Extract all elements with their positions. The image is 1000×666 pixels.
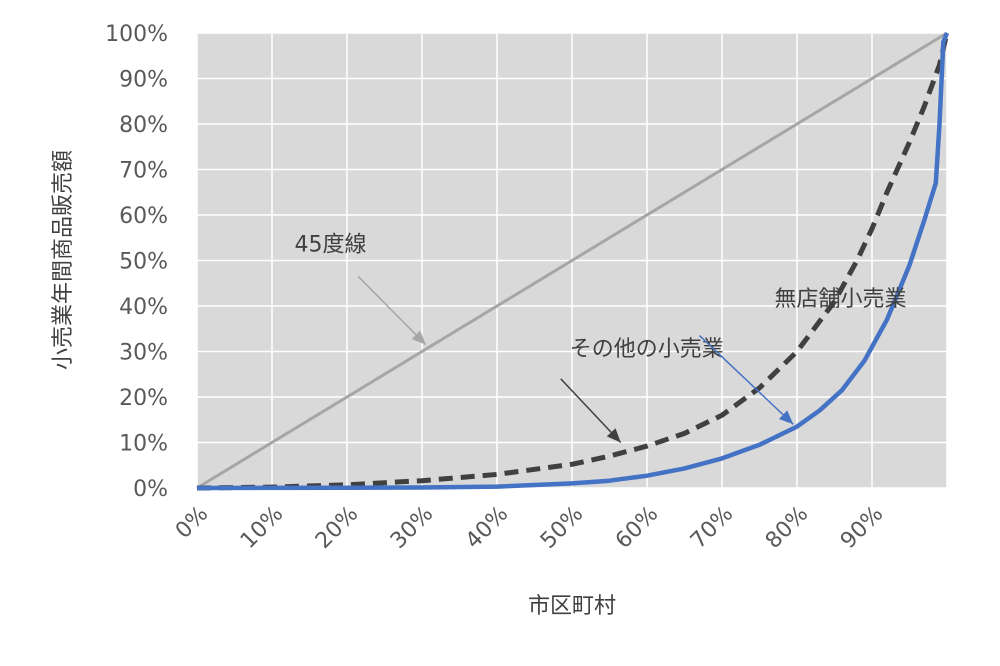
x-tick-label: 0%	[171, 502, 213, 544]
annotation-arrow-other	[560, 378, 622, 444]
y-tick-label: 70%	[119, 159, 168, 184]
grid	[196, 32, 948, 489]
y-tick-label: 60%	[119, 204, 168, 229]
annotation-label-nonstore: 無店舗小売業	[775, 287, 907, 312]
annotation-arrowhead-nonstore	[778, 410, 794, 425]
annotation-arrow-line45	[357, 275, 427, 346]
x-tick-label: 50%	[536, 502, 588, 554]
x-tick-label: 40%	[461, 502, 513, 554]
series-line-line45	[196, 31, 948, 490]
y-tick-label: 20%	[119, 386, 168, 411]
y-tick-label: 50%	[119, 250, 168, 275]
x-tick-label: 90%	[836, 502, 888, 554]
x-tick-label: 30%	[386, 502, 438, 554]
y-tick-label: 30%	[119, 341, 168, 366]
x-tick-label: 20%	[311, 502, 363, 554]
y-axis-title: 小売業年間商品販売額	[51, 150, 76, 370]
y-tick-label: 40%	[119, 295, 168, 320]
y-tick-label: 0%	[133, 477, 168, 502]
y-tick-label: 10%	[119, 432, 168, 457]
x-axis-title: 市区町村	[528, 594, 616, 619]
x-tick-label: 10%	[236, 502, 288, 554]
annotation-arrowhead-line45	[411, 330, 426, 345]
x-axis-ticks: 0% 10% 20% 30% 40% 50% 60% 70% 80% 90%	[171, 502, 888, 554]
series	[196, 31, 950, 491]
y-tick-label: 90%	[119, 68, 168, 93]
x-tick-label: 80%	[761, 502, 813, 554]
annotation-label-line45: 45度線	[295, 232, 367, 257]
annotation-label-other: その他の小売業	[570, 337, 724, 362]
y-axis-ticks: 0% 10% 20% 30% 40% 50% 60% 70% 80% 90% 100%	[105, 22, 168, 502]
annotation-arrowhead-other	[606, 428, 621, 443]
x-tick-label: 60%	[611, 502, 663, 554]
series-line-nonstore	[196, 32, 950, 491]
x-tick-label: 70%	[686, 502, 738, 554]
y-tick-label: 100%	[105, 22, 168, 47]
y-tick-label: 80%	[119, 113, 168, 138]
annotation-arrow-nonstore	[698, 335, 794, 425]
series-line-other	[196, 32, 950, 491]
